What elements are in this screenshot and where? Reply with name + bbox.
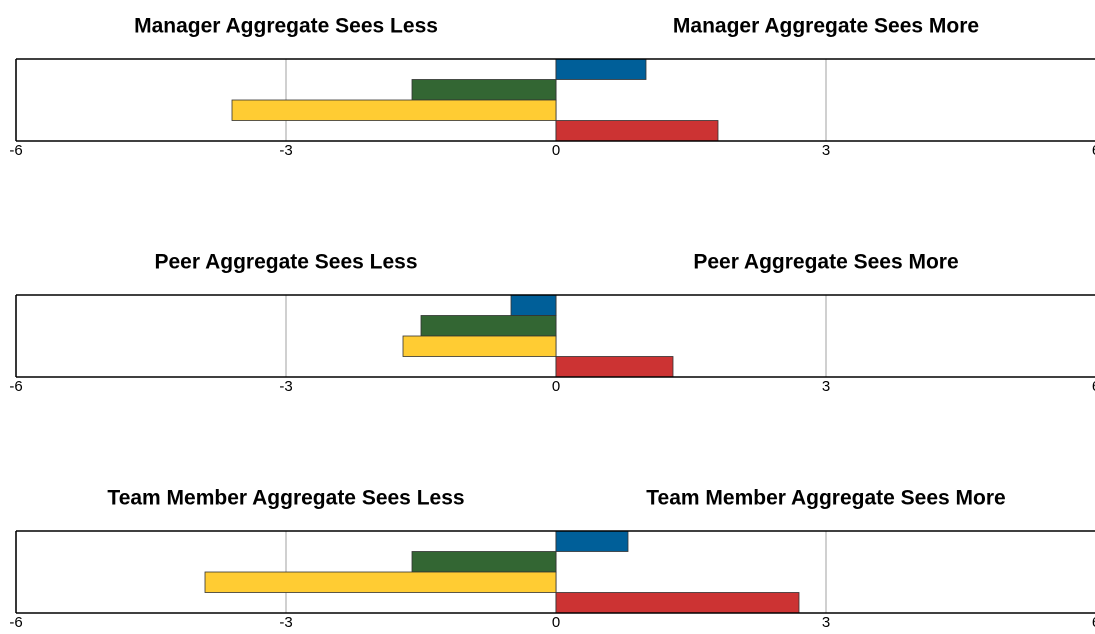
bar [204,571,557,593]
x-tick-label: 0 [552,378,560,395]
bar [411,79,557,101]
bar [402,335,557,357]
left-label: Team Member Aggregate Sees Less [107,487,464,510]
x-tick-label: 6 [1092,614,1095,631]
x-tick-label: -3 [279,378,292,395]
x-tick-label: -6 [9,614,22,631]
left-label: Manager Aggregate Sees Less [134,15,438,38]
bar [411,551,557,573]
bar [555,120,719,142]
right-label: Peer Aggregate Sees More [693,251,958,274]
x-tick-label: -6 [9,142,22,159]
bar [555,58,647,80]
x-tick-label: -6 [9,378,22,395]
x-tick-label: 3 [822,614,830,631]
bar [420,315,557,337]
x-tick-label: 6 [1092,142,1095,159]
x-tick-label: -3 [279,614,292,631]
x-tick-label: 3 [822,378,830,395]
x-tick-label: 6 [1092,378,1095,395]
x-tick-label: 3 [822,142,830,159]
bar [231,99,557,121]
bar [555,592,800,614]
right-label: Manager Aggregate Sees More [673,15,979,38]
bar [555,530,629,552]
left-label: Peer Aggregate Sees Less [154,251,417,274]
bar [555,356,674,378]
x-tick-label: -3 [279,142,292,159]
x-tick-label: 0 [552,614,560,631]
bar [510,294,557,316]
right-label: Team Member Aggregate Sees More [646,487,1005,510]
x-tick-label: 0 [552,142,560,159]
